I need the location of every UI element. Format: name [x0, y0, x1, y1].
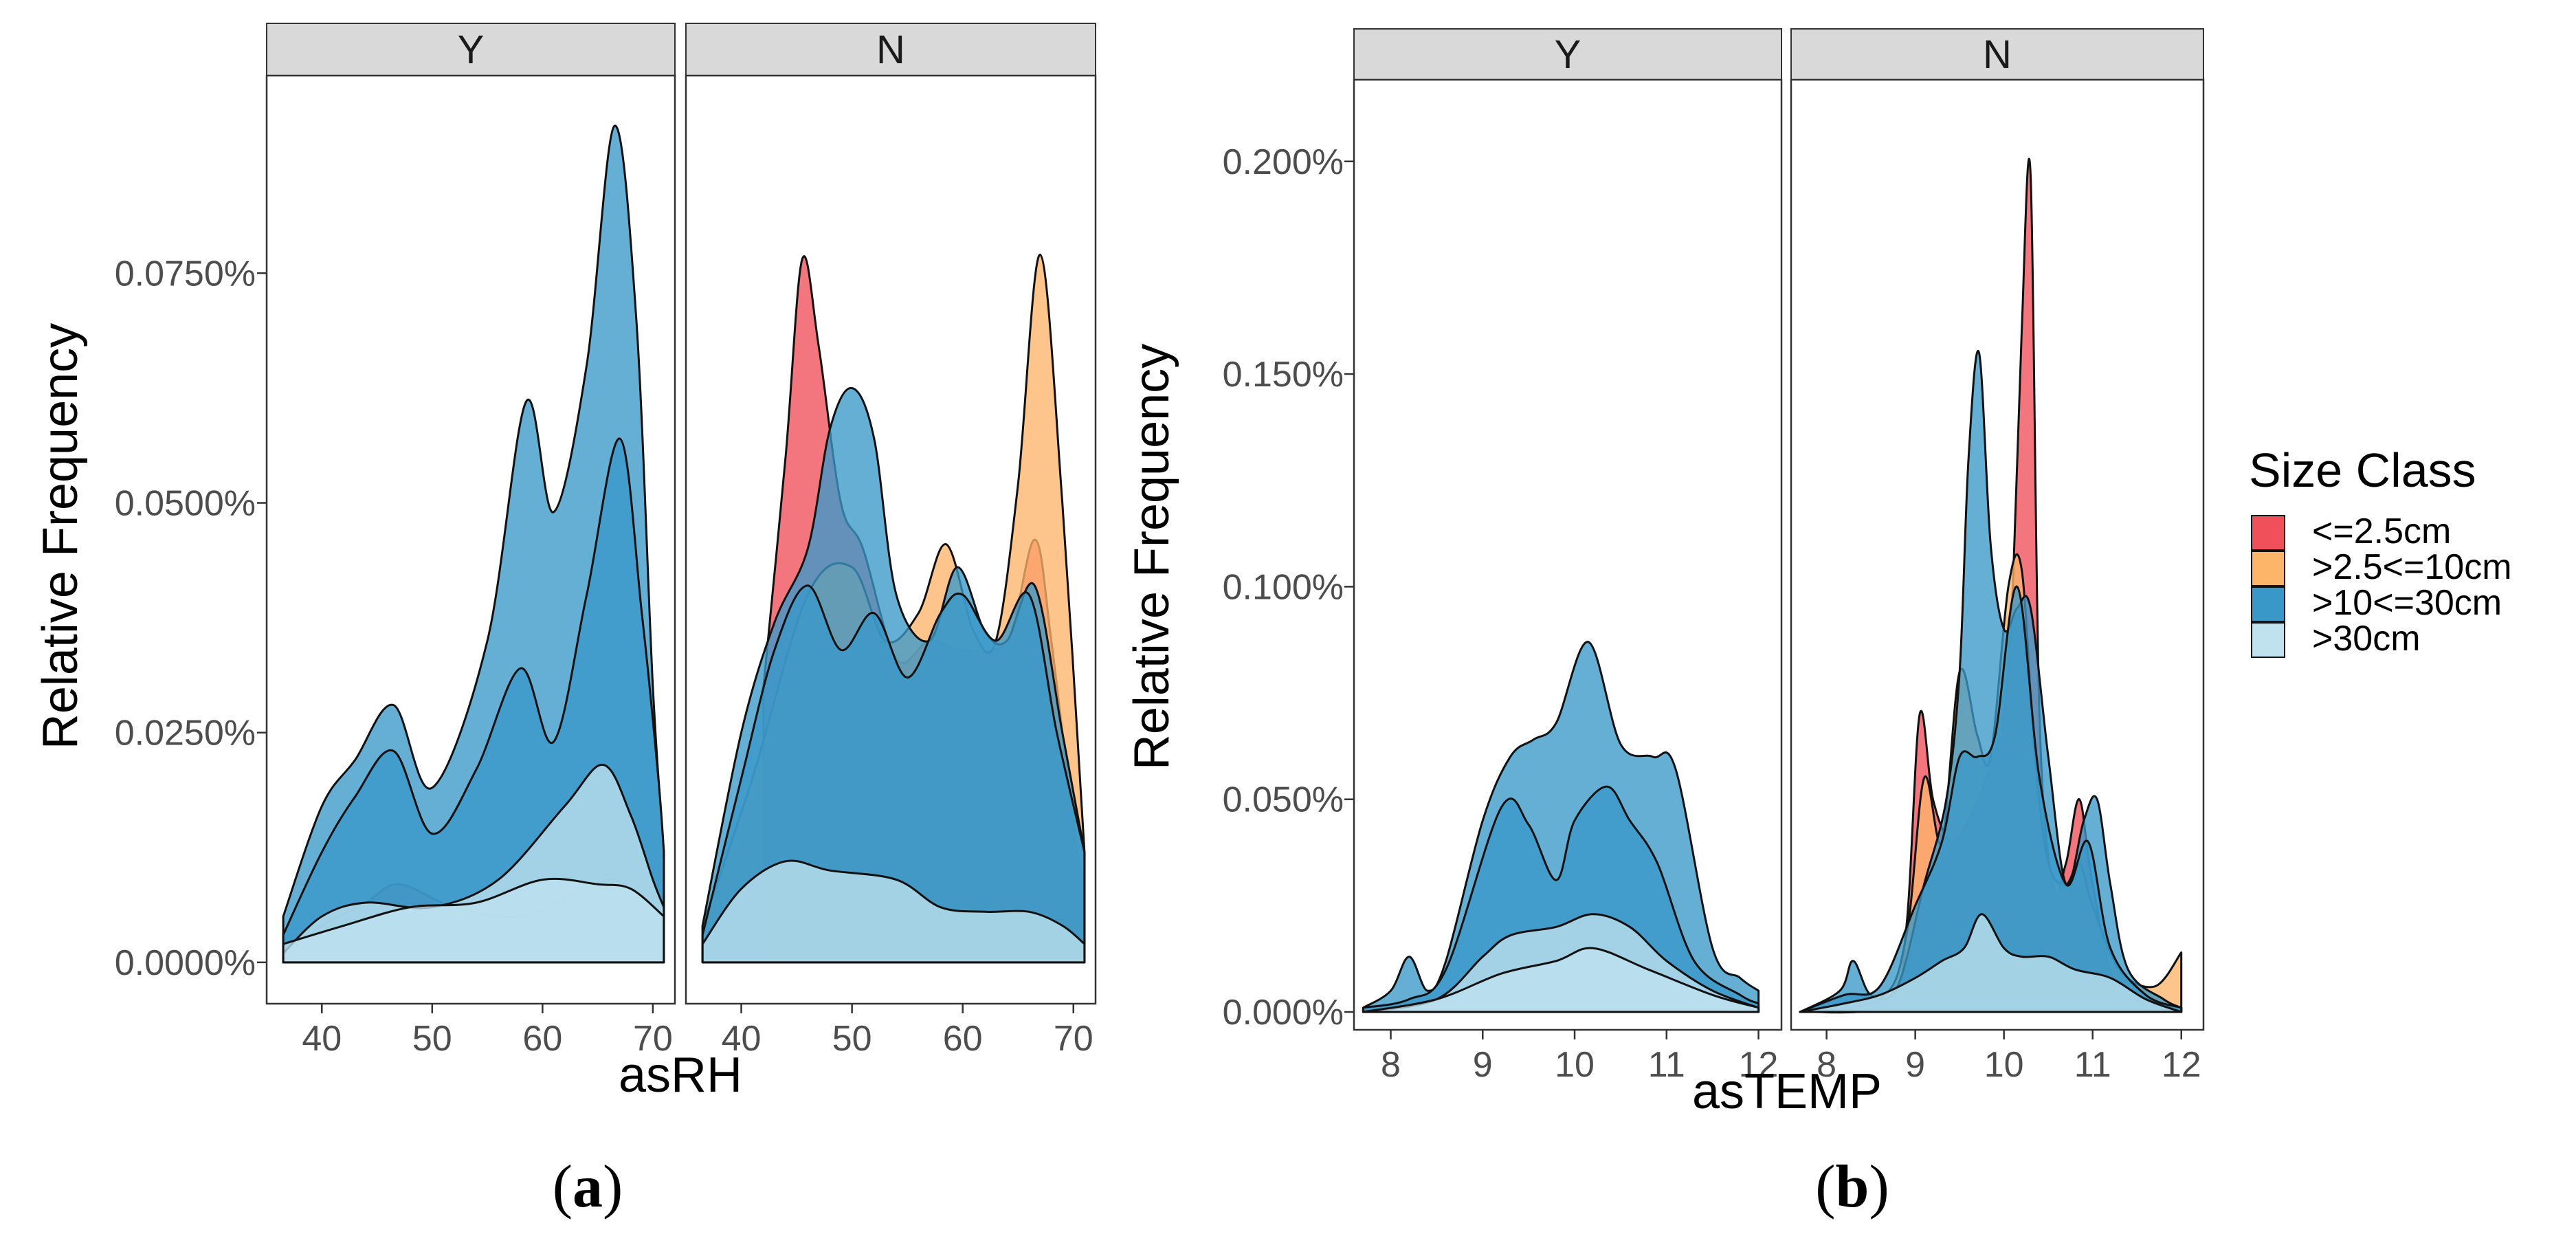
chart-b-y-axis-title: Relative Frequency: [1124, 344, 1179, 770]
density-area--30cm: [282, 877, 665, 964]
chart-b-facet-N: N 8 9 10 11 12: [1790, 28, 2205, 1085]
x-tick-label: 70: [633, 1019, 673, 1059]
subfigure-label-a: (a): [553, 1154, 623, 1220]
x-tick-label: 8: [1817, 1045, 1836, 1085]
x-tick-label: 11: [2074, 1045, 2111, 1085]
facet-strip: [1353, 28, 1782, 80]
y-tick-label: 0.0250%: [115, 714, 256, 753]
x-tick-label: 10: [1984, 1045, 2024, 1085]
density-area--30cm: [701, 859, 1086, 964]
subfigure-label-b: (b): [1815, 1154, 1889, 1220]
chart-b: Y 8 9 10 11 12 0.000% 0.050% 0.100% 0.150% 0.200% N…: [1223, 28, 2205, 1085]
panel-border: [1353, 78, 1783, 1031]
legend-label: <=2.5cm: [2312, 511, 2451, 551]
panel-border: [685, 74, 1097, 1005]
x-tick-label: 9: [1473, 1045, 1493, 1085]
x-tick-label: 40: [722, 1019, 762, 1059]
x-tick-label: 60: [522, 1019, 562, 1059]
x-tick-label: 10: [1555, 1045, 1595, 1085]
x-tick-label: 8: [1381, 1045, 1401, 1085]
chart-a-facet-Y: Y 40 50 60 70 0.0000% 0.0250% 0.0500% 0.0750%: [115, 23, 676, 1059]
panel-border: [1790, 78, 2205, 1031]
chart-a-y-axis-title: Relative Frequency: [33, 323, 88, 749]
facet-strip-label: N: [1983, 32, 2012, 77]
chart-a-facet-N: N 40 50 60 70: [685, 23, 1097, 1059]
y-tick-label: 0.100%: [1223, 567, 1344, 607]
legend: Size Class <=2.5cm>2.5<=10cm>10<=30cm>30…: [2249, 443, 2512, 659]
y-tick-label: 0.150%: [1223, 355, 1344, 395]
x-tick-label: 12: [2162, 1045, 2201, 1085]
legend-label: >10<=30cm: [2312, 583, 2502, 623]
density-area--30cm: [1799, 913, 2183, 1013]
facet-strip: [685, 23, 1096, 76]
y-tick-label: 0.0000%: [115, 943, 256, 983]
x-tick-label: 50: [832, 1019, 872, 1059]
x-tick-label: 9: [1905, 1045, 1925, 1085]
legend-title: Size Class: [2249, 443, 2476, 497]
x-tick-label: 12: [1739, 1045, 1779, 1085]
chart-a-x-axis-title: asRH: [619, 1048, 742, 1103]
legend-key: [2251, 622, 2285, 658]
legend-entry: <=2.5cm: [2251, 511, 2451, 551]
x-tick-label: 40: [302, 1019, 342, 1059]
x-tick-label: 70: [1054, 1019, 1093, 1059]
chart-a: Y 40 50 60 70 0.0000% 0.0250% 0.0500% 0.0750% N 40…: [115, 23, 1097, 1059]
legend-entry: >2.5<=10cm: [2251, 547, 2512, 587]
legend-label: >30cm: [2312, 619, 2421, 659]
legend-label: >2.5<=10cm: [2312, 547, 2512, 587]
panel-border: [265, 74, 676, 1005]
y-tick-label: 0.0750%: [115, 254, 256, 294]
x-tick-label: 11: [1648, 1045, 1685, 1085]
legend-key: [2251, 551, 2285, 586]
facet-strip-label: Y: [458, 27, 485, 72]
density-area--30cm: [1362, 947, 1760, 1013]
y-tick-label: 0.050%: [1223, 780, 1344, 820]
chart-b-facet-Y: Y 8 9 10 11 12 0.000% 0.050% 0.100% 0.150% 0.200%: [1223, 28, 1783, 1085]
chart-b-x-axis-title: asTEMP: [1692, 1064, 1882, 1119]
facet-strip-label: Y: [1555, 32, 1581, 77]
facet-strip-label: N: [876, 27, 905, 72]
density-area--10-30cm: [1799, 585, 2183, 1013]
legend-key: [2251, 515, 2285, 551]
legend-key: [2251, 586, 2285, 622]
y-tick-label: 0.200%: [1223, 142, 1344, 182]
x-tick-label: 50: [412, 1019, 452, 1059]
y-tick-label: 0.000%: [1223, 993, 1344, 1033]
facet-strip: [266, 23, 676, 76]
legend-entry: >30cm: [2251, 619, 2421, 659]
x-tick-label: 60: [943, 1019, 983, 1059]
y-tick-label: 0.0500%: [115, 484, 256, 524]
facet-strip: [1790, 28, 2204, 80]
legend-entry: >10<=30cm: [2251, 583, 2502, 623]
